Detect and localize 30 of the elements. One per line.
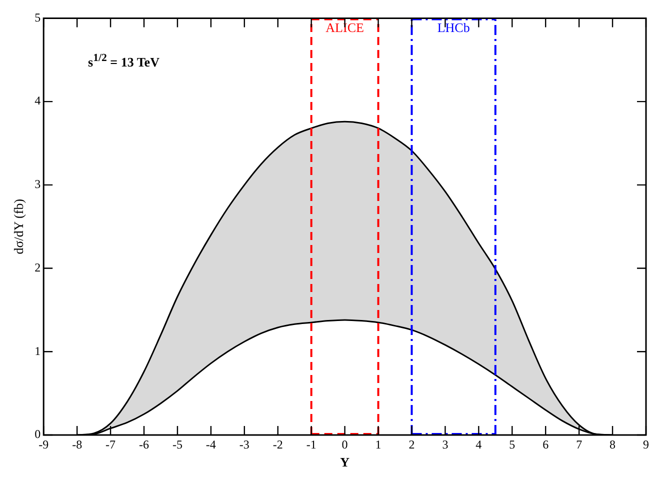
y-tick-label: 4 [34,94,41,108]
x-tick-label: -5 [172,437,182,452]
x-tick-label: 7 [576,437,582,452]
x-tick-label: -6 [139,437,149,452]
y-tick-label: 0 [34,427,41,442]
x-tick-label: 0 [342,437,348,452]
x-tick-label: 1 [375,437,382,452]
y-tick-label: 2 [34,260,41,274]
x-tick-label: -4 [206,437,216,452]
x-tick-label: 4 [476,437,482,452]
x-tick-label: 3 [442,437,448,452]
x-tick-label: -2 [272,437,283,452]
x-tick-label: 5 [509,437,516,452]
x-tick-label: -7 [106,437,116,452]
y-axis-title: dσ/dY (fb) [11,198,26,254]
y-tick-label: 5 [34,10,41,24]
x-tick-label: -9 [38,437,49,452]
y-tick-label: 3 [34,177,41,192]
x-tick-label: 6 [542,437,549,452]
x-tick-label: -1 [306,437,316,452]
x-tick-label: -8 [72,437,82,452]
x-axis-title: Y [340,454,350,470]
y-tick-label: 1 [34,344,41,358]
ref-line-label: ALICE [326,20,364,36]
x-tick-label: 8 [610,437,616,452]
x-tick-label: -3 [239,437,250,452]
x-tick-label: 9 [643,437,649,452]
ref-line-label: LHCb [437,20,470,36]
x-tick-label: 2 [408,437,415,452]
annotation: s$^{1/2}$ = 13 TeV [88,52,160,70]
